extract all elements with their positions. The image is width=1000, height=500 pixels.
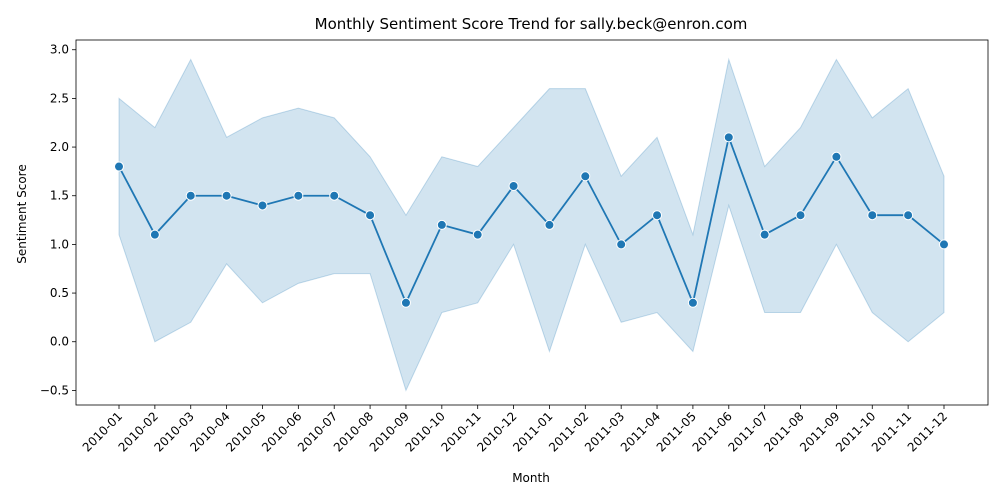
y-tick-label: 0.5 [50,286,69,300]
data-point [472,229,483,240]
y-tick-label: 1.5 [50,189,69,203]
data-point [903,210,914,221]
data-point [687,297,698,308]
data-point [867,210,878,221]
y-tick-label: −0.5 [40,383,69,397]
data-point [544,219,555,230]
y-axis-ticks: −0.5 0.0 0.5 1.0 1.5 2.0 2.5 3.0 [40,43,76,397]
data-point [580,171,591,182]
y-tick-label: 0.0 [50,335,69,349]
data-point [939,239,949,250]
data-point [114,161,124,172]
x-tick-label: 2011-12 [905,409,950,454]
x-axis-ticks: 2010-012010-022010-032010-042010-052010-… [80,405,950,455]
data-markers [114,132,949,308]
data-point [293,190,304,201]
data-point [508,181,519,191]
data-point [831,151,842,162]
plot-frame [75,39,989,406]
data-point [795,210,806,221]
y-tick-label: 2.0 [50,140,69,154]
data-point [221,190,232,201]
confidence-band [118,57,945,392]
x-axis-title: Month [512,471,550,485]
y-tick-label: 3.0 [50,43,69,57]
series-line-layer [118,134,945,306]
data-point [185,190,196,201]
data-point [652,210,663,221]
chart-title: Monthly Sentiment Score Trend for sally.… [315,15,748,33]
data-point [723,132,734,143]
data-point [329,190,340,201]
data-point [149,229,160,240]
data-point [616,239,627,250]
y-axis-title: Sentiment Score [15,164,29,263]
data-point [759,229,770,240]
confidence-band-layer [118,57,945,392]
data-point [365,210,376,221]
series-line [118,134,945,306]
data-point [436,219,447,230]
y-tick-label: 2.5 [50,91,69,105]
data-point [257,200,268,211]
data-point [400,297,411,308]
y-tick-label: 1.0 [50,237,69,251]
axes [75,39,989,406]
